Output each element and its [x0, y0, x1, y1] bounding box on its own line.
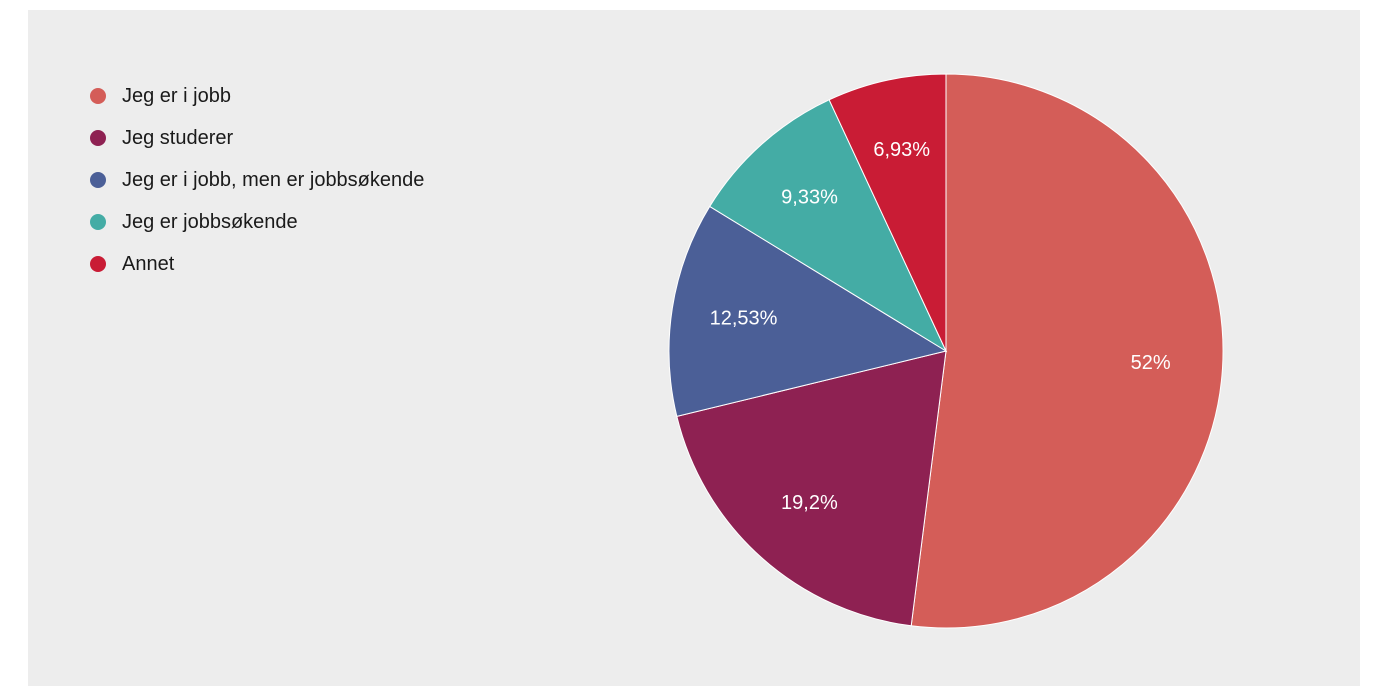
legend-label: Jeg er i jobb [122, 84, 231, 107]
legend-swatch [90, 130, 106, 146]
slice-value-label-jeg-er-jobbsokende: 9,33% [781, 186, 838, 208]
legend-swatch [90, 172, 106, 188]
legend-label: Jeg er jobbsøkende [122, 210, 298, 233]
legend-swatch [90, 88, 106, 104]
slice-value-label-jeg-studerer: 19,2% [781, 492, 838, 514]
legend-label: Jeg er i jobb, men er jobbsøkende [122, 168, 425, 191]
legend-item-jobb-og-jobbsokende: Jeg er i jobb, men er jobbsøkende [90, 159, 424, 201]
pie-slice-jeg-er-i-jobb [910, 73, 1224, 629]
pie-slice-jeg-er-jobbsokende [709, 99, 948, 353]
legend-item-jeg-er-jobbsokende: Jeg er jobbsøkende [90, 201, 424, 243]
legend-item-jeg-er-i-jobb: Jeg er i jobb [90, 75, 424, 117]
legend-swatch [90, 214, 106, 230]
legend-item-jeg-studerer: Jeg studerer [90, 117, 424, 159]
slice-value-label-annet: 6,93% [873, 139, 930, 161]
slice-value-label-jeg-er-i-jobb-men-er-jobbsokende: 12,53% [710, 308, 778, 330]
pie-slice-jeg-studerer [676, 350, 947, 627]
pie-slice-annet [828, 73, 947, 352]
pie-slice-jeg-er-i-jobb-men-er-jobbsokende [668, 205, 948, 417]
legend-label: Jeg studerer [122, 126, 234, 149]
chart-legend: Jeg er i jobb Jeg studerer Jeg er i jobb… [90, 75, 424, 285]
slice-value-label-jeg-er-i-jobb: 52% [1131, 352, 1171, 374]
legend-swatch [90, 256, 106, 272]
legend-item-annet: Annet [90, 243, 424, 285]
legend-label: Annet [122, 252, 175, 275]
